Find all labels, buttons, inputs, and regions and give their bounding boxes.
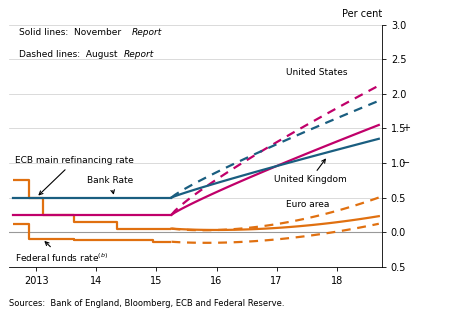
Text: Euro area: Euro area [285, 200, 328, 209]
Text: United States: United States [285, 68, 347, 77]
Text: Per cent: Per cent [341, 9, 381, 19]
Text: Report: Report [123, 50, 154, 59]
Text: Report: Report [132, 29, 162, 38]
Text: Solid lines:  November: Solid lines: November [18, 29, 123, 38]
Text: +: + [402, 123, 409, 133]
Text: Dashed lines:  August: Dashed lines: August [18, 50, 120, 59]
Text: United Kingdom: United Kingdom [273, 159, 346, 184]
Text: −: − [402, 158, 409, 168]
Text: Federal funds rate$^{(b)}$: Federal funds rate$^{(b)}$ [15, 242, 108, 264]
Text: ECB main refinancing rate: ECB main refinancing rate [15, 156, 134, 195]
Text: Sources:  Bank of England, Bloomberg, ECB and Federal Reserve.: Sources: Bank of England, Bloomberg, ECB… [9, 299, 284, 308]
Text: Bank Rate: Bank Rate [87, 176, 133, 193]
